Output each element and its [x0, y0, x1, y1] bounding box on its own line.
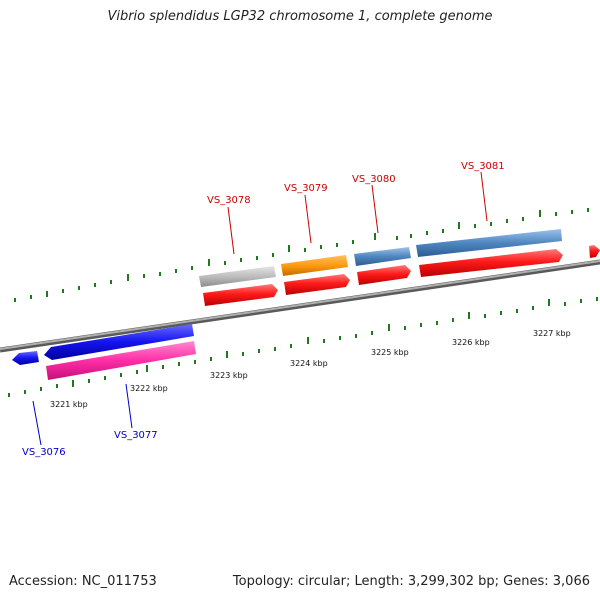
- scale-label-3223: 3223 kbp: [210, 371, 248, 380]
- accession-text: Accession: NC_011753: [9, 574, 157, 589]
- gene-label-vs3081[interactable]: VS_3081: [461, 161, 505, 172]
- gene-vs3077-feature[interactable]: [46, 341, 196, 380]
- scale-label-3226: 3226 kbp: [452, 338, 490, 347]
- gene-label-vs3078[interactable]: VS_3078: [207, 195, 251, 206]
- gene-vs3078-feature[interactable]: [199, 266, 276, 287]
- scale-label-3227: 3227 kbp: [533, 329, 571, 338]
- map-title: Vibrio splendidus LGP32 chromosome 1, co…: [107, 9, 493, 24]
- cds-vs3077[interactable]: [44, 324, 194, 360]
- backbone-line[interactable]: [0, 260, 600, 350]
- inner-tick-ring: [8, 297, 598, 397]
- cds-vs3081[interactable]: [419, 249, 563, 277]
- gene-vs3080-feature[interactable]: [354, 247, 411, 266]
- gene-label-vs3079[interactable]: VS_3079: [284, 183, 328, 194]
- gene-label-vs3076[interactable]: VS_3076: [22, 447, 66, 458]
- topology-summary: Topology: circular; Length: 3,299,302 bp…: [232, 574, 590, 589]
- gene-vs3081-feature[interactable]: [416, 229, 562, 257]
- cds-vs3078[interactable]: [203, 284, 278, 306]
- gene-label-vs3080[interactable]: VS_3080: [352, 174, 396, 185]
- gene-vs3079-feature[interactable]: [281, 255, 348, 276]
- gene-track-top: [199, 229, 600, 306]
- cds-vs3076[interactable]: [12, 351, 39, 365]
- gene-label-vs3077[interactable]: VS_3077: [114, 430, 158, 441]
- scale-label-3224: 3224 kbp: [290, 359, 328, 368]
- scale-label-3221: 3221 kbp: [50, 400, 88, 409]
- cds-next-partial[interactable]: [589, 245, 600, 258]
- outer-tick-ring: [14, 208, 589, 302]
- scale-label-3222: 3222 kbp: [130, 384, 168, 393]
- gene-track-bottom: [12, 324, 196, 380]
- leader-lines: [32, 171, 488, 446]
- cds-vs3079[interactable]: [284, 274, 350, 295]
- scale-label-3225: 3225 kbp: [371, 348, 409, 357]
- cds-vs3080[interactable]: [357, 265, 411, 285]
